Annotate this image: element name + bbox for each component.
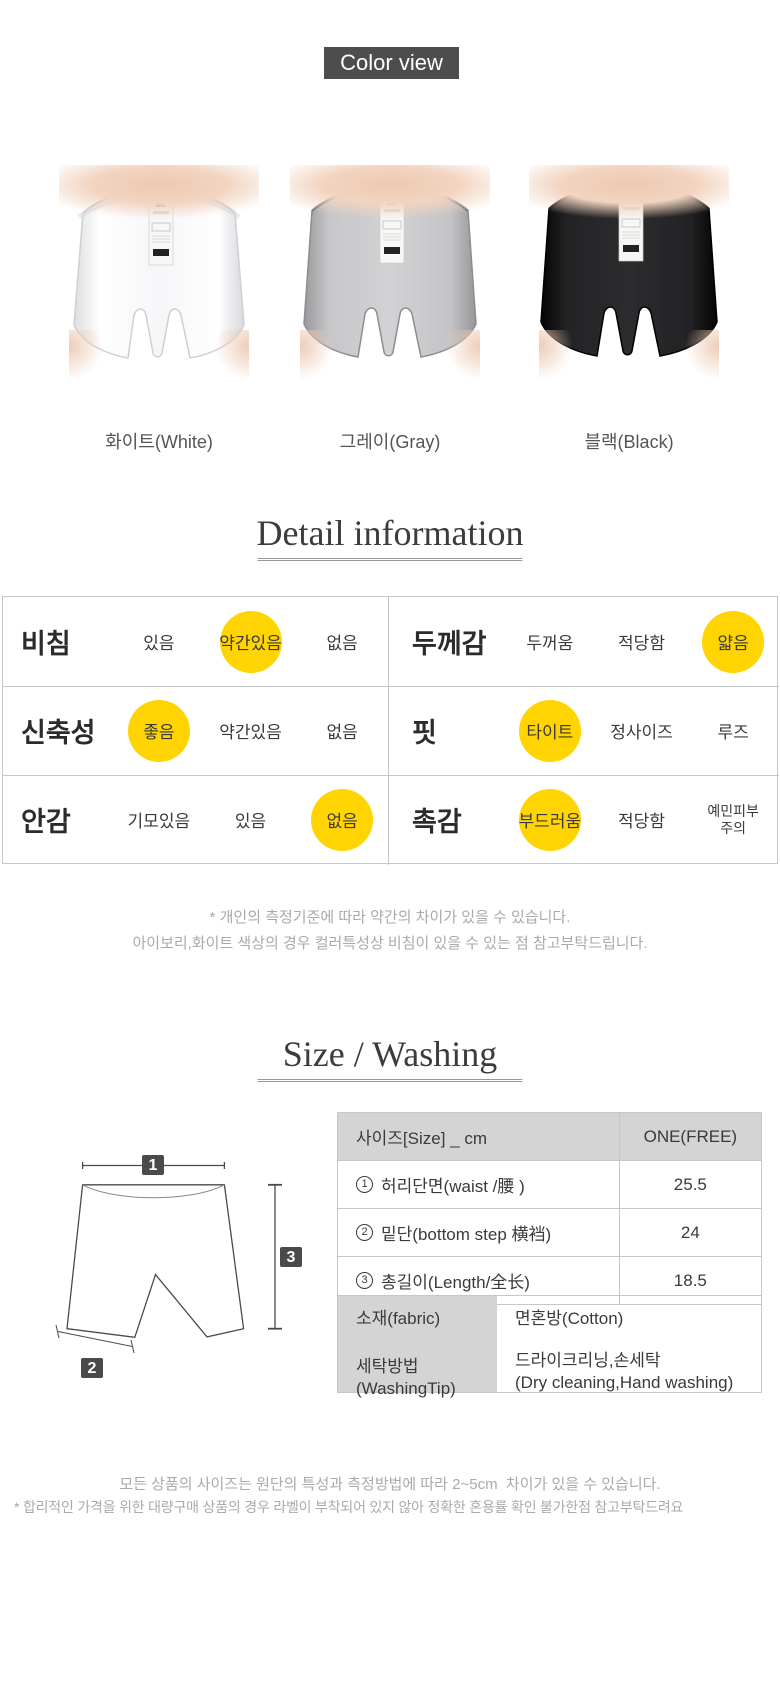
svg-text:3: 3 xyxy=(287,1249,296,1266)
svg-text:1: 1 xyxy=(149,1157,158,1174)
svg-text:2: 2 xyxy=(88,1360,97,1377)
